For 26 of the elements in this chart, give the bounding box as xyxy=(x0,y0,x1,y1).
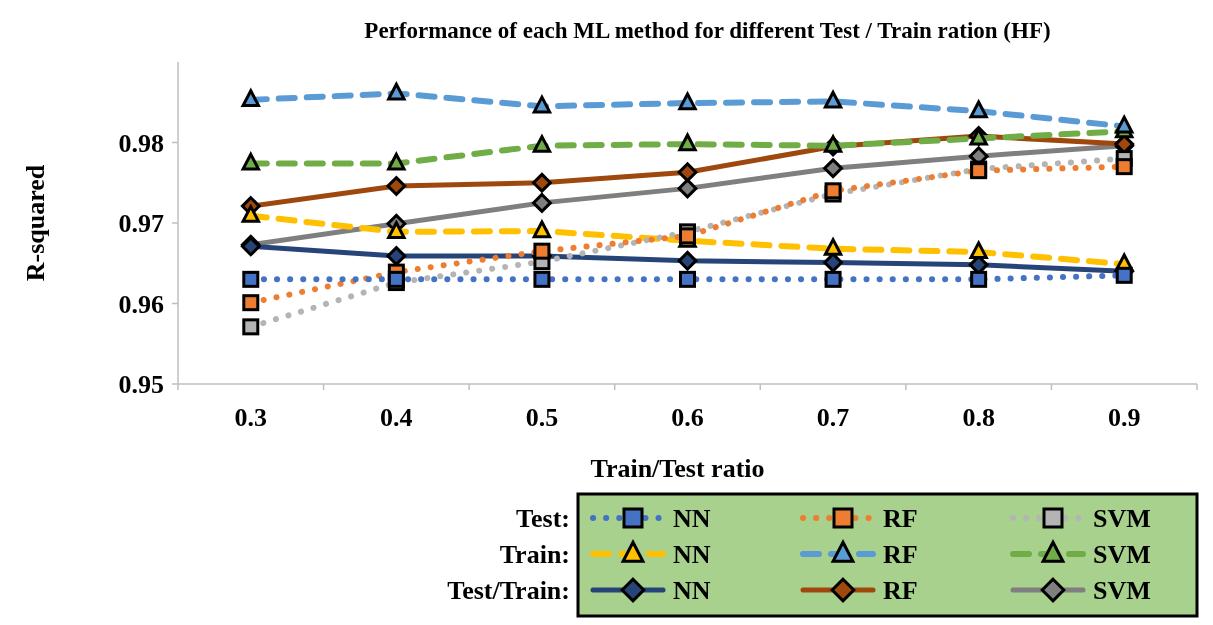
x-axis-title: Train/Test ratio xyxy=(590,454,765,483)
legend-label: NN xyxy=(673,540,711,570)
legend-label: RF xyxy=(883,576,918,606)
legend-label: NN xyxy=(673,576,711,606)
y-tick-label: 0.95 xyxy=(118,370,164,400)
text: Test: xyxy=(516,504,570,534)
chart-title: Performance of each ML method for different Test / Train ration (HF) xyxy=(364,18,1051,43)
y-axis-title: R-squared xyxy=(21,164,50,282)
text: Train: xyxy=(499,540,570,570)
y-tick-label: 0.96 xyxy=(118,289,164,319)
legend-label: SVM xyxy=(1093,540,1151,570)
x-tick-label: 0.5 xyxy=(525,403,559,432)
x-tick-label: 0.9 xyxy=(1107,403,1141,432)
y-tick-label: 0.98 xyxy=(118,128,164,158)
x-tick-label: 0.6 xyxy=(671,403,704,432)
legend-label: SVM xyxy=(1093,576,1151,606)
legend-label: RF xyxy=(883,540,918,570)
x-tick-label: 0.3 xyxy=(234,403,268,432)
text: Test/Train: xyxy=(447,576,570,606)
x-tick-label: 0.4 xyxy=(380,403,413,432)
legend-label: RF xyxy=(883,504,918,534)
y-tick-label: 0.97 xyxy=(118,209,164,239)
legend-label: NN xyxy=(673,504,711,534)
x-tick-label: 0.8 xyxy=(962,403,995,432)
x-tick-label: 0.7 xyxy=(816,403,850,432)
legend-label: SVM xyxy=(1093,504,1151,534)
